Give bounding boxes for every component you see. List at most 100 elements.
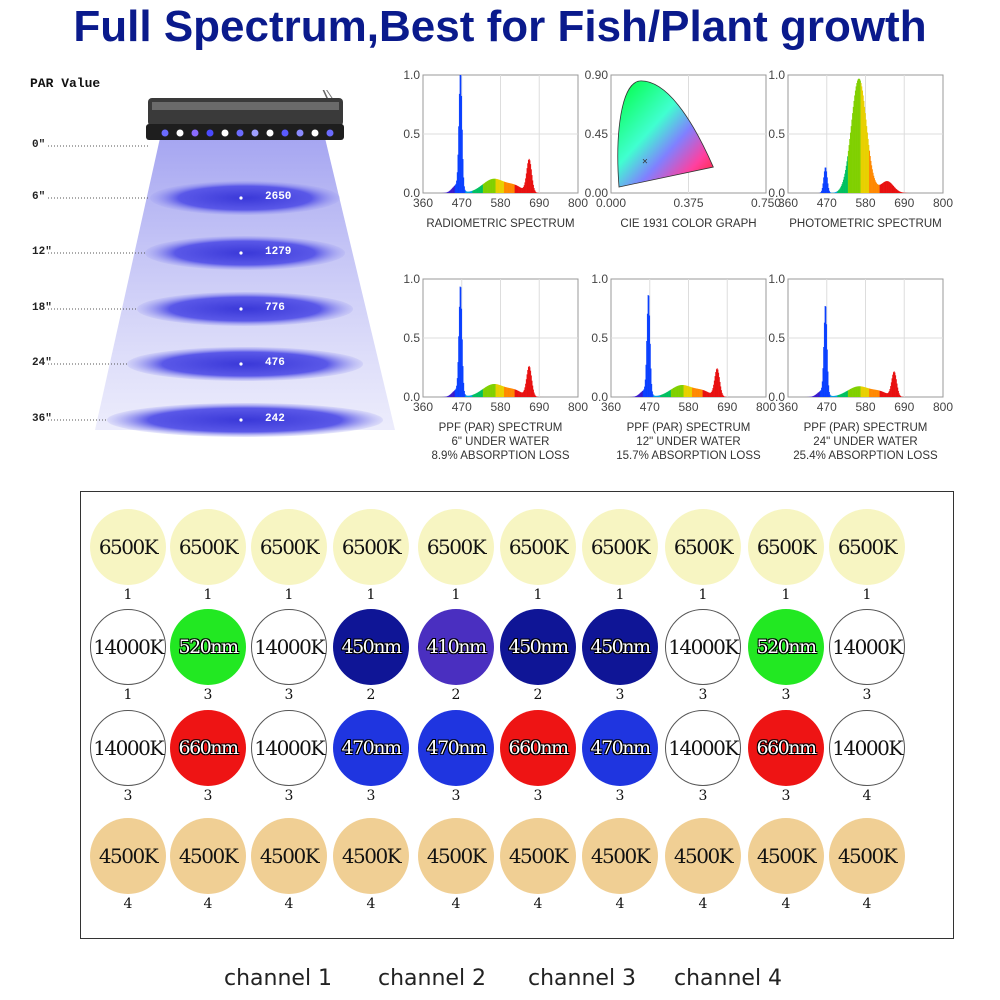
spectrum-bar: [639, 392, 641, 397]
spectrum-bar: [851, 119, 853, 193]
led-chip-label: 4500K: [426, 844, 487, 868]
spectrum-bar: [842, 182, 844, 193]
spectrum-bar: [474, 393, 476, 397]
spectrum-bar: [685, 385, 687, 397]
par-value: 476: [265, 357, 285, 369]
spectrum-caption: PPF (PAR) SPECTRUM 24" UNDER WATER 25.4%…: [793, 422, 938, 462]
spectrum-bar: [457, 154, 459, 193]
spectrum-bar: [478, 391, 480, 397]
spectrum-bar: [811, 396, 813, 397]
spectrum-bar: [527, 159, 529, 193]
spectrum-bar: [495, 178, 497, 193]
spectrum-bar: [871, 169, 873, 193]
spectrum-bar: [535, 191, 537, 193]
spectrum-bar: [829, 394, 831, 397]
spectrum-bar: [526, 374, 528, 397]
spectrum-bar: [680, 385, 682, 397]
spectrum-bar: [465, 395, 467, 397]
spectrum-bar: [471, 190, 473, 193]
spectrum-bar: [492, 178, 494, 193]
depth-label: 0": [32, 139, 46, 151]
spectrum-bar: [864, 113, 866, 193]
par-dot: [239, 362, 243, 366]
spectrum-bar: [635, 395, 637, 397]
spectrum-bar: [873, 178, 875, 193]
channel-number: 4: [284, 896, 294, 912]
spectrum-bar: [658, 395, 660, 397]
spectrum-bar: [857, 80, 859, 193]
spectrum-bar: [467, 395, 469, 397]
channel-number: 4: [366, 896, 376, 912]
spectrum-bar: [493, 384, 495, 397]
channel-number: 3: [451, 788, 461, 804]
spectrum-bar: [465, 395, 467, 397]
spectrum-bar: [899, 191, 901, 193]
spectrum-bar: [867, 388, 869, 397]
spectrum-bar: [501, 386, 503, 397]
spectrum-bar: [883, 181, 885, 193]
spectrum-bar: [878, 390, 880, 397]
spectrum-bar: [472, 190, 474, 193]
spectrum-bar: [457, 362, 459, 397]
spectrum-bar: [867, 138, 869, 193]
spectrum-bar: [667, 391, 669, 397]
spectrum-bar: [840, 187, 842, 193]
spectrum-bar: [446, 396, 448, 397]
led-chip-label: 14000K: [668, 736, 739, 760]
spectrum-bar: [655, 395, 657, 397]
x-tick-label: 800: [933, 400, 953, 414]
spectrum-bar: [496, 179, 498, 193]
spectrum-bar: [839, 394, 841, 397]
spectrum-bar: [480, 186, 482, 193]
channel-4-label: channel 4: [674, 966, 783, 991]
spectrum-bar: [501, 180, 503, 193]
spectrum-bar: [718, 372, 720, 397]
fixture-led: [296, 129, 304, 137]
spectrum-bar: [895, 188, 897, 193]
spectrum-bar: [485, 181, 487, 193]
spectrum-bar: [477, 392, 479, 397]
spectrum-bar: [697, 388, 699, 397]
spectrum-bar: [889, 389, 891, 397]
spectrum-bar: [873, 175, 875, 193]
led-chip: 4500K: [829, 818, 905, 894]
spectrum-bar: [701, 389, 703, 397]
spectrum-bar: [643, 389, 645, 397]
par-dot: [239, 307, 243, 311]
spectrum-bar: [825, 167, 827, 193]
x-tick-label: 690: [529, 196, 549, 210]
spectrum-bar: [480, 185, 482, 193]
spectrum-bar: [864, 387, 866, 397]
spectrum-bar: [692, 387, 694, 397]
fixture-led: [161, 129, 169, 137]
spectrum-bar: [830, 395, 832, 397]
spectrum-bar: [893, 186, 895, 193]
spectrum-bar: [466, 191, 468, 193]
spectrum-bar: [900, 191, 902, 193]
y-tick-label: 0.5: [403, 331, 420, 345]
spectrum-bar: [508, 182, 510, 193]
spectrum-bar: [826, 349, 828, 397]
x-tick-label: 800: [568, 196, 588, 210]
spectrum-bar: [509, 388, 511, 397]
spectrum-bar: [814, 395, 816, 397]
spectrum-bar: [696, 388, 698, 397]
spectrum-bar: [852, 387, 854, 397]
spectrum-bar: [489, 384, 491, 397]
spectrum-bar: [512, 388, 514, 397]
fixture-led: [311, 129, 319, 137]
spectrum-bar: [711, 391, 713, 397]
y-tick-label: 0.0: [768, 390, 785, 404]
spectrum-bar: [859, 80, 861, 193]
spectrum-bar: [892, 372, 894, 397]
spectrum-bar: [463, 186, 465, 193]
par-dot: [239, 418, 243, 422]
spectrum-bar: [481, 184, 483, 193]
spectrum-bar: [897, 387, 899, 397]
channel-number: 1: [366, 587, 376, 603]
spectrum-bar: [901, 192, 903, 193]
depth-label: 6": [32, 191, 46, 203]
spectrum-bar: [894, 372, 896, 397]
spectrum-bar: [850, 388, 852, 397]
